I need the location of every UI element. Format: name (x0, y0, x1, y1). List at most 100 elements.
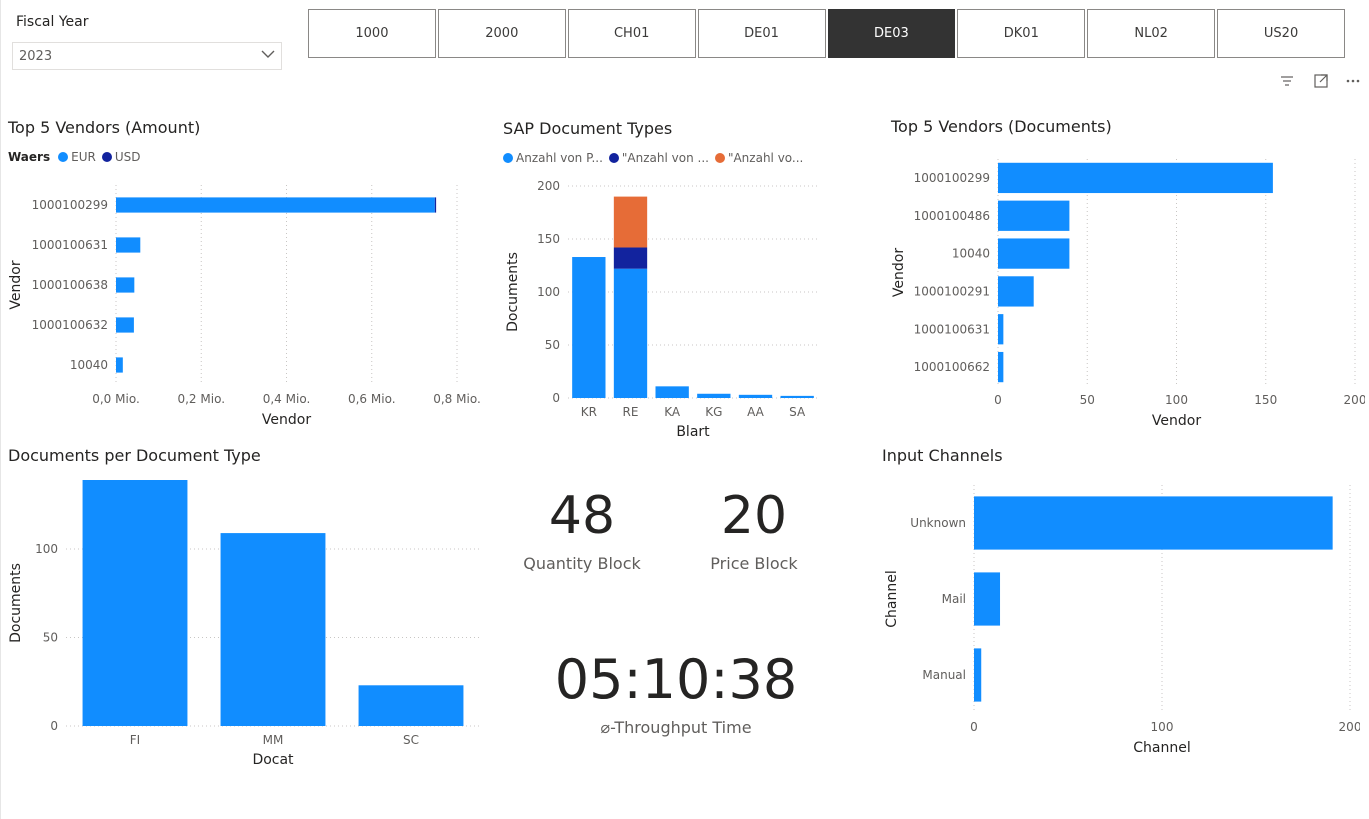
y-axis-title: Channel (884, 570, 900, 627)
company-code-button-dk01[interactable]: DK01 (957, 9, 1086, 58)
legend-sap-doc-types: Anzahl von P... "Anzahl von ... "Anzahl … (503, 151, 809, 165)
y-tick-label: Mail (942, 592, 966, 606)
fiscal-year-dropdown[interactable]: 2023 (12, 42, 282, 70)
filter-icon[interactable] (1278, 72, 1296, 90)
x-tick-label: 0,0 Mio. (92, 392, 140, 406)
company-code-button-de01[interactable]: DE01 (697, 9, 826, 58)
y-axis-title: Documents (505, 252, 521, 332)
x-tick-label: 0,6 Mio. (348, 392, 396, 406)
bar (998, 276, 1034, 307)
bar (82, 480, 188, 726)
x-tick-label: RE (623, 405, 639, 419)
kpi-price-block-value: 20 (720, 486, 788, 546)
bar (613, 247, 648, 269)
chart-title-vendors-documents: Top 5 Vendors (Documents) (891, 117, 1112, 136)
x-tick-label: 0 (994, 393, 1002, 407)
x-tick-label: SA (789, 405, 806, 419)
y-tick-label: 10040 (70, 358, 108, 372)
chevron-down-icon (261, 50, 275, 58)
chart-sap-doc-types: 0 50 100 150 200 KR RE KA KG AA SA Blart Documents (505, 179, 818, 440)
bar (613, 268, 648, 398)
visual-toolbar (1278, 72, 1362, 90)
bar (116, 237, 141, 253)
kpi-price-block-label: Price Block (710, 554, 798, 573)
fiscal-year-value: 2023 (19, 49, 53, 64)
legend-label: "Anzahl von ... (621, 151, 709, 165)
bar (998, 238, 1070, 269)
kpi-throughput-label: ⌀-Throughput Time (600, 718, 752, 737)
company-code-button-2000[interactable]: 2000 (437, 9, 566, 58)
x-tick-label: 100 (1151, 720, 1174, 734)
kpi-quantity-block-label: Quantity Block (523, 554, 641, 573)
company-code-button-us20[interactable]: US20 (1217, 9, 1345, 58)
bar (655, 386, 689, 398)
more-options-icon[interactable] (1344, 72, 1362, 90)
company-code-button-de03[interactable]: DE03 (827, 9, 956, 58)
y-tick-label: 1000100662 (914, 360, 990, 374)
y-tick-label: 1000100631 (914, 322, 990, 336)
company-code-button-ch01[interactable]: CH01 (567, 9, 696, 58)
y-tick-label: 1000100291 (914, 284, 990, 298)
x-tick-label: 50 (1080, 393, 1095, 407)
x-axis-title: Channel (1133, 740, 1190, 756)
bar (116, 357, 123, 373)
x-axis-title: Vendor (1152, 413, 1201, 429)
legend-item-series-3[interactable]: "Anzahl vo... (714, 151, 803, 165)
y-tick-label: 50 (43, 631, 58, 645)
x-axis-title: Vendor (262, 412, 311, 428)
y-tick-label: 0 (50, 719, 58, 733)
y-tick-label: 0 (552, 391, 560, 405)
legend-item-series-2[interactable]: "Anzahl von ... (608, 151, 709, 165)
chart-title-input-channels: Input Channels (882, 446, 1003, 465)
y-tick-label: 1000100638 (32, 278, 108, 292)
bar (998, 162, 1273, 194)
chart-vendors-amount: 0,0 Mio. 0,2 Mio. 0,4 Mio. 0,6 Mio. 0,8 Mio.… (8, 185, 481, 428)
bar (116, 277, 135, 293)
y-tick-label: 1000100486 (914, 209, 990, 223)
x-tick-label: KG (705, 405, 722, 419)
legend-vendors-amount: Waers EUR USD (8, 150, 146, 164)
legend-item-usd[interactable]: USD (101, 150, 140, 164)
bar (220, 533, 326, 726)
company-code-button-nl02[interactable]: NL02 (1087, 9, 1216, 58)
y-axis-title: Vendor (891, 248, 907, 297)
y-tick-label: 1000100299 (914, 171, 990, 185)
y-tick-label: 1000100632 (32, 318, 108, 332)
x-tick-label: FI (130, 733, 140, 747)
bar (998, 351, 1004, 383)
bar (434, 197, 437, 213)
y-tick-label: 100 (35, 542, 58, 556)
bar (572, 257, 606, 398)
y-tick-label: 150 (537, 232, 560, 246)
x-tick-label: KR (581, 405, 597, 419)
company-code-button-1000[interactable]: 1000 (308, 9, 436, 58)
bar (974, 496, 1333, 550)
bar (974, 648, 982, 702)
x-tick-label: 200 (1339, 720, 1360, 734)
bar (738, 394, 773, 398)
chart-vendors-documents: 0 50 100 150 200 1000100299 1000100486 10040 100… (891, 159, 1365, 429)
chart-title-docs-per-type: Documents per Document Type (8, 446, 261, 465)
bar (697, 393, 731, 398)
focus-mode-icon[interactable] (1312, 72, 1330, 90)
bar (974, 572, 1001, 626)
x-tick-label: 0 (970, 720, 978, 734)
bar (358, 685, 464, 726)
y-tick-label: 100 (537, 285, 560, 299)
legend-item-series-1[interactable]: Anzahl von P... (503, 151, 603, 165)
x-tick-label: 150 (1254, 393, 1277, 407)
legend-item-eur[interactable]: EUR (58, 150, 96, 164)
y-tick-label: 200 (537, 179, 560, 193)
chart-input-channels: 0 100 200 Unknown Mail Manual Channel Channel (884, 485, 1360, 756)
bar (613, 196, 648, 248)
y-tick-label: Unknown (910, 516, 966, 530)
y-tick-label: 1000100299 (32, 198, 108, 212)
bar (116, 317, 134, 333)
bar (116, 197, 435, 213)
chart-title-sap-doc-types: SAP Document Types (503, 119, 673, 138)
x-tick-label: 100 (1165, 393, 1188, 407)
x-axis-title: Docat (252, 752, 294, 768)
x-tick-label: 0,8 Mio. (433, 392, 481, 406)
company-code-slicer: 1000 2000 CH01 DE01 DE03 DK01 NL02 US20 (308, 9, 1345, 58)
y-tick-label: 10040 (952, 247, 990, 261)
